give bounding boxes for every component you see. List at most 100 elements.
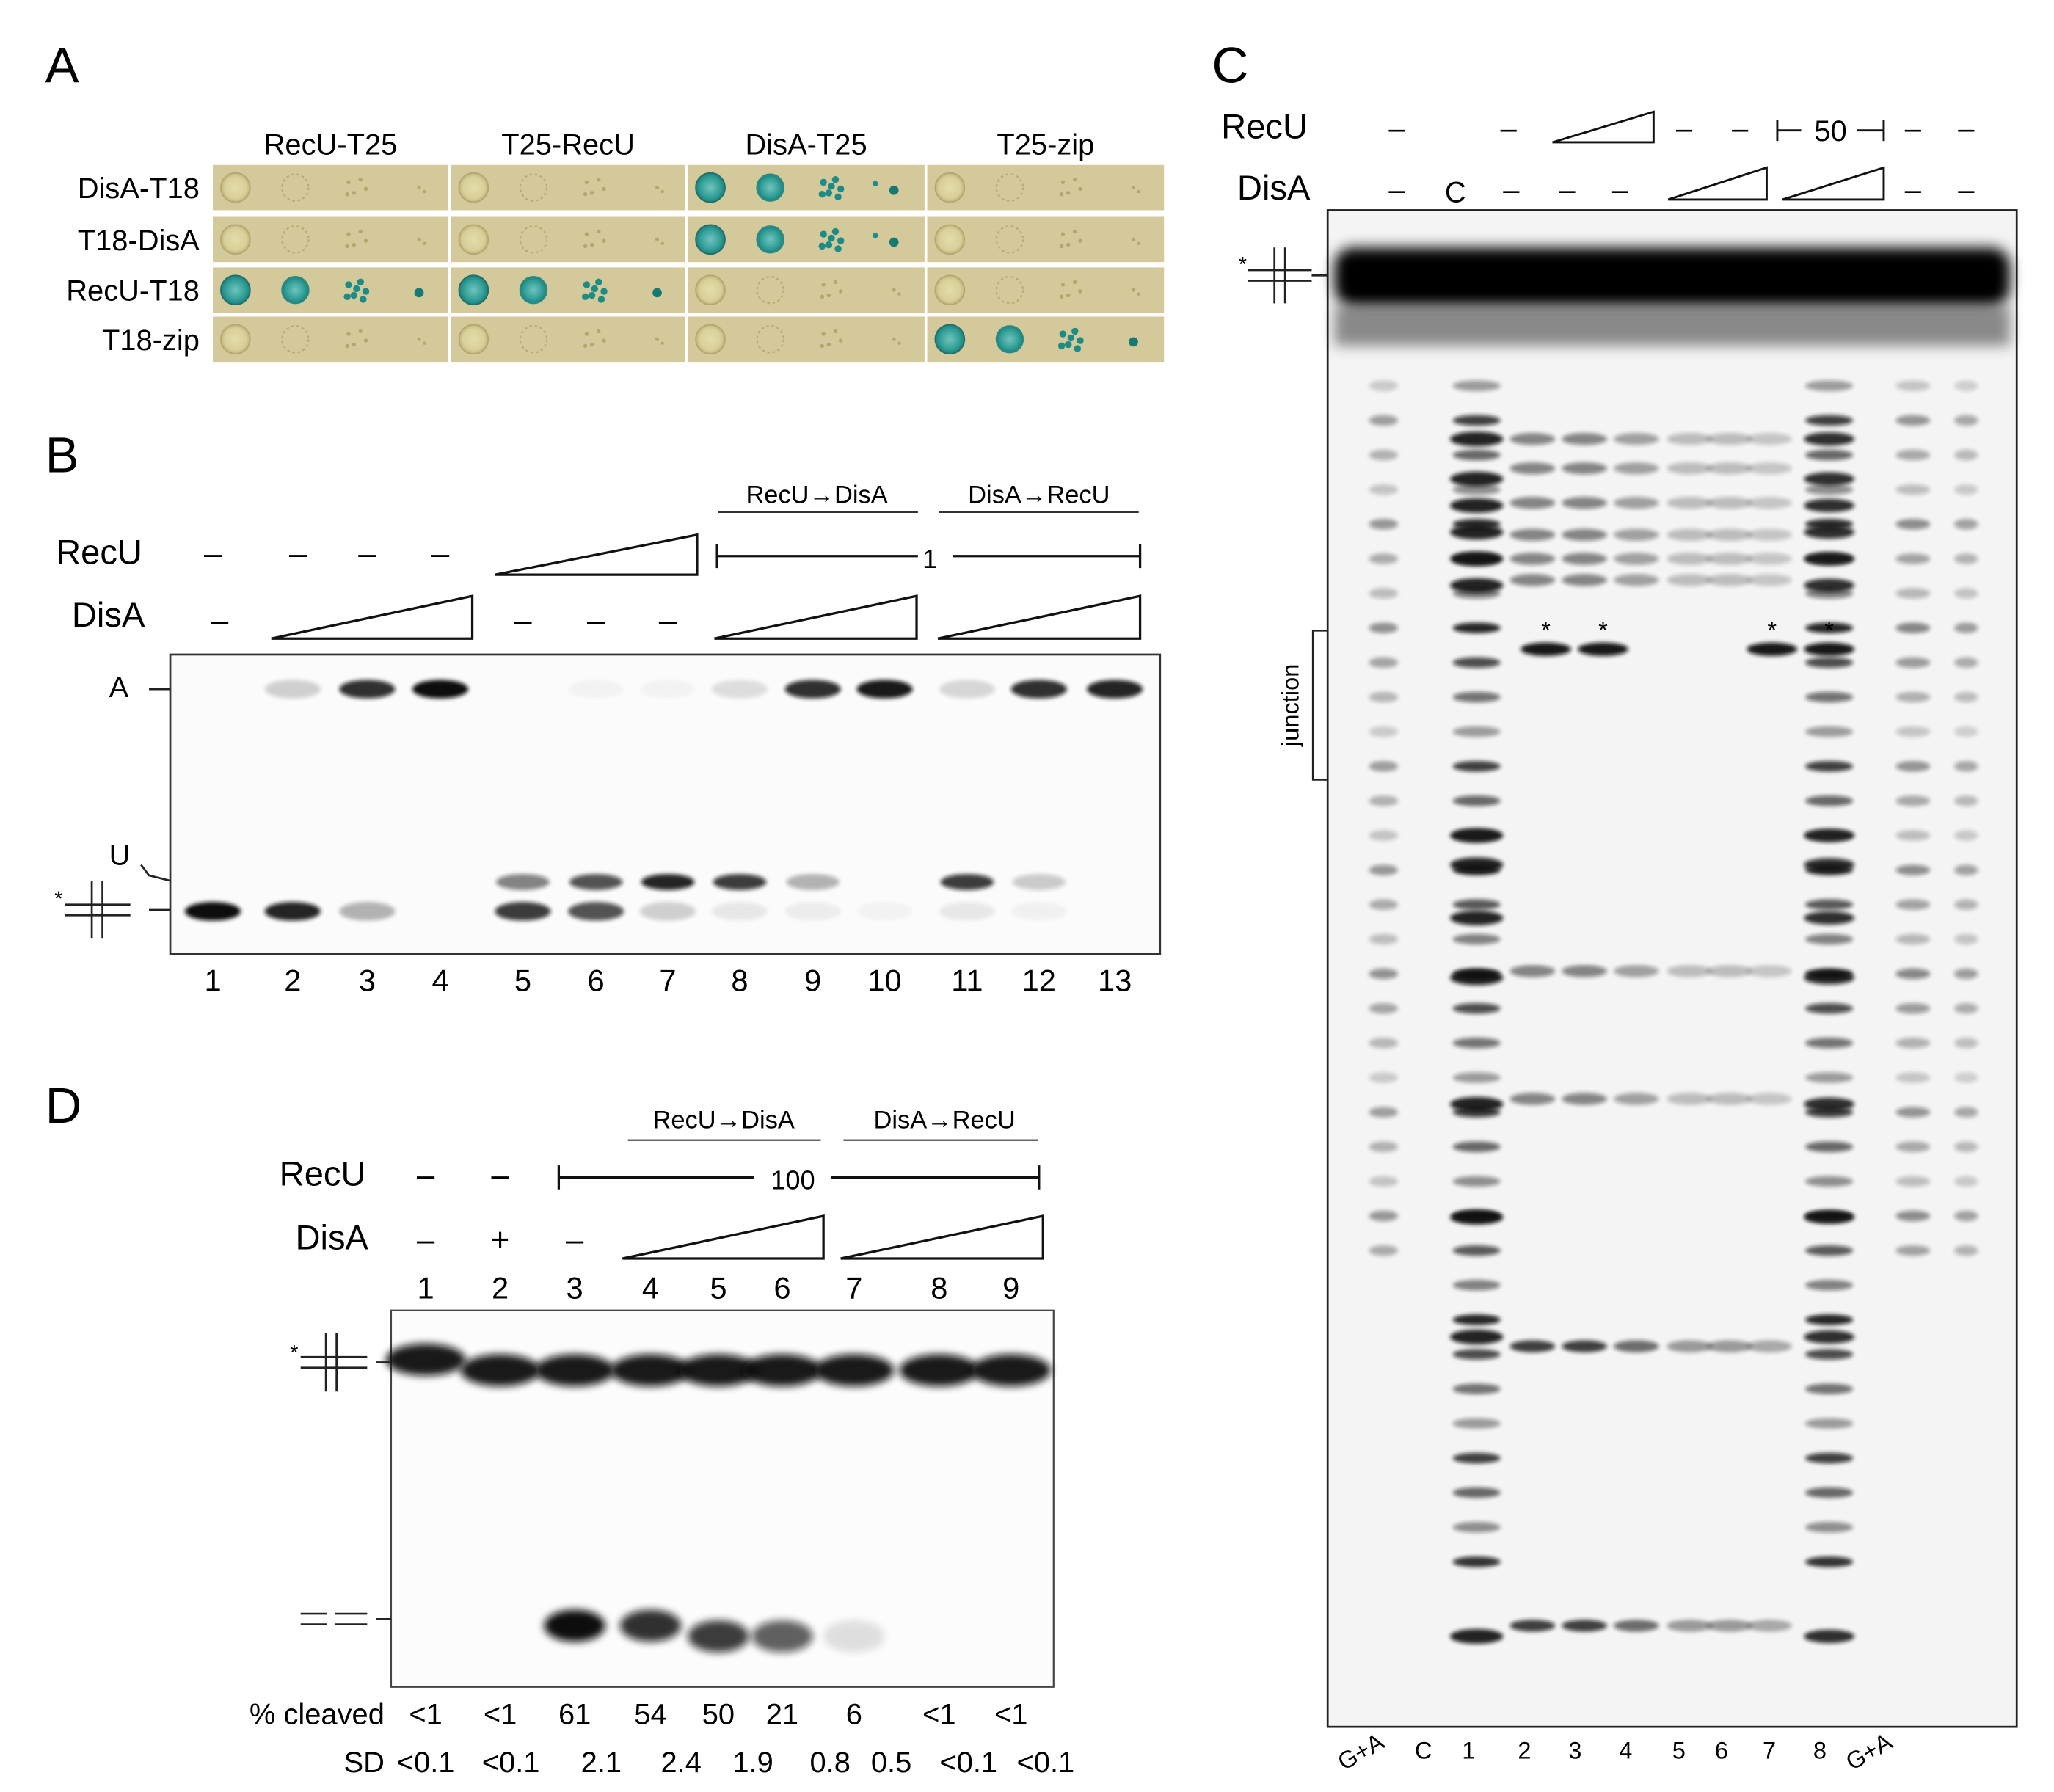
lane-label: 3 [1568,1737,1581,1764]
ladder-band [1805,1072,1854,1083]
panel-c-recu-concentration: 50 [1814,115,1846,147]
ladder-band [1954,1038,1978,1049]
panel-c-recu-bracket [1776,120,1885,142]
colony-dot [345,343,349,349]
cleavage-product-band [544,1609,605,1642]
ladder-band [1954,899,1978,911]
colony-dot [660,189,664,194]
ladder-band [1805,622,1854,633]
dash-mark: – [1732,113,1749,145]
ladder-band [1369,1072,1399,1083]
ladder-band [1895,484,1931,495]
dash-mark: – [492,1157,510,1192]
ladder-band [1895,864,1931,875]
complex-band-u [641,874,695,890]
cleavage-band [1509,1093,1556,1105]
svg-text:*: * [290,1341,298,1365]
plate-cell [451,316,685,363]
sd-value: 0.8 [809,1747,850,1779]
ladder-band [1895,449,1931,461]
ladder-band [1805,1418,1854,1429]
lane-number: 1 [204,964,221,998]
panel-b-letter: B [45,427,79,484]
ladder-band [1449,828,1504,843]
cleavage-band [1747,528,1792,541]
ladder-band [1452,1280,1501,1291]
complex-band-u [569,874,623,890]
colony-dot [417,237,421,241]
colony-dot [820,343,825,349]
ladder-band [1452,795,1501,806]
substrate-band [742,1354,823,1387]
ladder-band [1369,899,1399,911]
panel-d-disa-marks: – + – [417,1223,584,1258]
panel-c-substrate-icon: * [1239,247,1328,304]
ladder-band [1954,553,1978,564]
ladder-band [1369,1210,1399,1222]
colony-dot [417,186,421,190]
colony-dot [352,242,356,247]
lane-number: 6 [773,1270,790,1305]
ladder-band [1954,1141,1978,1152]
panel-b-recu-concentration: 1 [922,544,937,574]
ladder-band [1449,1209,1504,1225]
cleavage-band [1747,1093,1792,1105]
colony-dot [837,237,845,244]
panel-d-cleaved-values: <1 <1 61 54 50 21 6 <1 <1 [409,1699,1027,1731]
panel-d-lane-numbers: 1 2 3 4 5 6 7 8 9 [418,1270,1020,1305]
plus-mark: + [491,1223,509,1258]
sd-value: 1.9 [732,1747,773,1779]
panel-b-recu-bracket [715,544,1142,569]
ladder-band [1369,795,1399,806]
colony-dot [1078,186,1082,192]
ladder-band [1369,415,1399,426]
ladder-band [1805,1521,1854,1533]
ladder-band [1805,933,1854,945]
colony-dot [1137,189,1140,194]
cleavage-band [1667,1620,1713,1632]
colony-dot [589,191,594,195]
ladder-band [1805,1349,1854,1360]
colony-dot [897,341,901,345]
colony-dot [834,245,842,252]
ladder-band [1804,1629,1855,1643]
dash-mark: – [417,1223,435,1258]
cleavage-band [1667,462,1713,475]
panel-c-junction-stars: * * * * [1541,616,1834,644]
product-band-a [640,680,696,698]
colony-dot [889,237,899,247]
lane-number: 3 [567,1270,583,1305]
panel-d-cleaved-label: % cleaved [250,1699,385,1731]
product-band-a [856,680,913,699]
panel-d-recu-concentration: 100 [771,1165,815,1195]
ladder-band [1369,1176,1399,1187]
sd-value: <0.1 [939,1747,997,1779]
panel-b-disa-wedge-1 [271,594,474,640]
ladder-band [1452,415,1501,426]
colony-dot [897,292,901,296]
colony-dot [600,288,608,295]
lane-label: 6 [1715,1737,1728,1764]
substrate-band [1334,247,2011,306]
cleavage-band [1667,553,1713,565]
colony-dot [346,180,351,185]
ladder-band [1804,911,1855,925]
panel-d-recu-label: RecU [280,1154,366,1192]
cleavage-band [1667,497,1713,509]
ladder-band [1449,1096,1504,1112]
colony-spot [695,224,726,255]
cleavage-band [1509,553,1556,565]
lane-number: 7 [845,1270,862,1305]
column-label: T25-zip [997,128,1094,161]
cleavage-band [1562,1340,1607,1352]
cleavage-band [1509,528,1556,541]
colony-dot [655,237,660,241]
ladder-band [1895,933,1931,945]
ladder-band [1954,1107,1978,1118]
colony-dot [362,288,370,295]
colony-spot [220,172,251,203]
cleavage-band [1747,433,1792,445]
ladder-band [1449,578,1504,593]
colony-dot [363,238,368,243]
ladder-band [1804,578,1855,592]
